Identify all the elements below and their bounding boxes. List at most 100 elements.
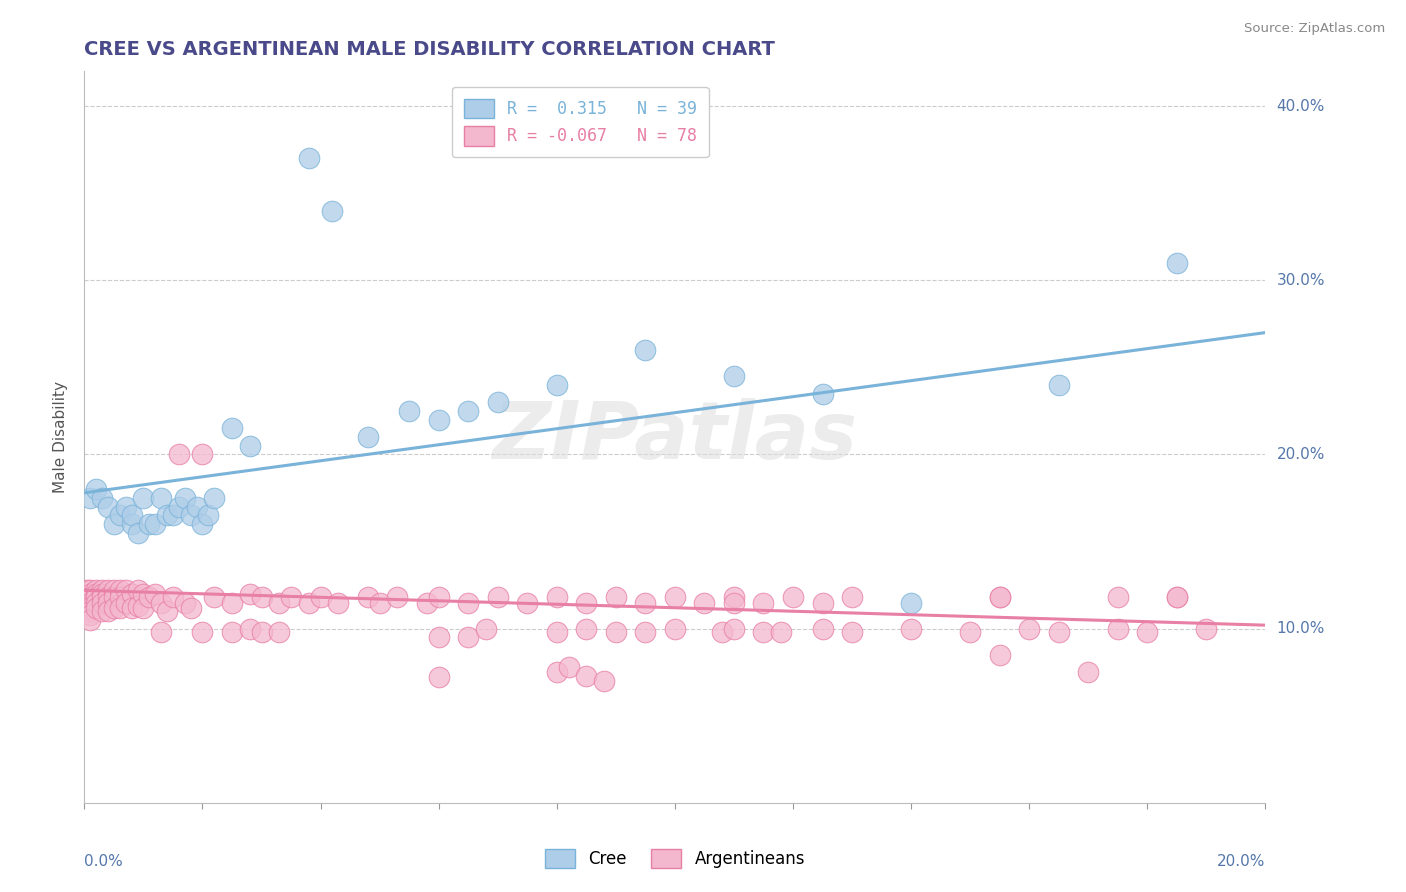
Point xyxy=(605,625,627,640)
Text: 40.0%: 40.0% xyxy=(1277,99,1324,113)
Point xyxy=(557,660,579,674)
Point xyxy=(162,591,184,605)
Point xyxy=(79,607,101,622)
Y-axis label: Male Disability: Male Disability xyxy=(53,381,69,493)
Point xyxy=(150,625,173,640)
Point xyxy=(143,587,166,601)
Point xyxy=(132,491,155,505)
Point xyxy=(298,152,321,166)
Point xyxy=(79,491,101,505)
Point xyxy=(575,595,598,609)
Point xyxy=(486,395,509,409)
Point xyxy=(221,595,243,609)
Text: 20.0%: 20.0% xyxy=(1218,854,1265,869)
Point xyxy=(79,613,101,627)
Point xyxy=(202,591,225,605)
Point xyxy=(475,622,498,636)
Point xyxy=(309,591,332,605)
Point xyxy=(91,587,114,601)
Point xyxy=(150,595,173,609)
Point xyxy=(811,595,834,609)
Point xyxy=(321,203,343,218)
Point xyxy=(752,625,775,640)
Text: Source: ZipAtlas.com: Source: ZipAtlas.com xyxy=(1244,22,1385,36)
Point xyxy=(108,508,131,523)
Point xyxy=(387,591,409,605)
Point xyxy=(1136,625,1159,640)
Point xyxy=(546,665,568,680)
Point xyxy=(250,591,273,605)
Point xyxy=(634,595,657,609)
Point xyxy=(269,625,291,640)
Point xyxy=(97,583,120,598)
Point xyxy=(427,591,450,605)
Point xyxy=(197,508,219,523)
Point xyxy=(516,595,538,609)
Point xyxy=(97,595,120,609)
Text: CREE VS ARGENTINEAN MALE DISABILITY CORRELATION CHART: CREE VS ARGENTINEAN MALE DISABILITY CORR… xyxy=(84,39,775,59)
Point xyxy=(180,508,202,523)
Text: ZIPatlas: ZIPatlas xyxy=(492,398,858,476)
Point xyxy=(91,583,114,598)
Point xyxy=(167,500,190,514)
Point xyxy=(841,625,863,640)
Point xyxy=(988,648,1011,662)
Point xyxy=(427,670,450,684)
Point xyxy=(1166,256,1188,270)
Point xyxy=(91,604,114,618)
Point xyxy=(575,668,598,682)
Point xyxy=(79,600,101,615)
Point xyxy=(711,625,734,640)
Point xyxy=(143,517,166,532)
Point xyxy=(988,591,1011,605)
Point xyxy=(770,625,793,640)
Point xyxy=(357,591,380,605)
Point xyxy=(97,500,120,514)
Point xyxy=(239,439,262,453)
Point xyxy=(1166,591,1188,605)
Point xyxy=(664,622,686,636)
Point xyxy=(127,599,149,613)
Point xyxy=(114,595,136,609)
Point xyxy=(121,587,143,601)
Point xyxy=(186,500,208,514)
Point xyxy=(605,591,627,605)
Point xyxy=(221,625,243,640)
Point xyxy=(173,491,195,505)
Point xyxy=(162,508,184,523)
Point xyxy=(132,587,155,601)
Point xyxy=(1047,377,1070,392)
Legend: Cree, Argentineans: Cree, Argentineans xyxy=(538,842,811,875)
Point xyxy=(1047,625,1070,640)
Point xyxy=(988,591,1011,605)
Point xyxy=(900,595,922,609)
Point xyxy=(127,525,149,540)
Text: 30.0%: 30.0% xyxy=(1277,273,1324,288)
Point xyxy=(202,491,225,505)
Point xyxy=(298,595,321,609)
Point xyxy=(811,622,834,636)
Point xyxy=(328,595,350,609)
Point xyxy=(97,604,120,618)
Point xyxy=(1018,622,1040,636)
Point xyxy=(546,591,568,605)
Point xyxy=(191,625,214,640)
Text: 0.0%: 0.0% xyxy=(84,854,124,869)
Point xyxy=(1107,622,1129,636)
Point xyxy=(91,491,114,505)
Point xyxy=(150,491,173,505)
Point xyxy=(108,591,131,605)
Point xyxy=(103,583,125,598)
Point xyxy=(84,583,107,598)
Point xyxy=(280,591,302,605)
Point xyxy=(91,595,114,609)
Point xyxy=(457,595,479,609)
Point xyxy=(79,604,101,618)
Point xyxy=(546,377,568,392)
Point xyxy=(250,625,273,640)
Point xyxy=(108,583,131,598)
Point xyxy=(156,604,179,618)
Point xyxy=(546,625,568,640)
Point xyxy=(173,595,195,609)
Point xyxy=(723,591,745,605)
